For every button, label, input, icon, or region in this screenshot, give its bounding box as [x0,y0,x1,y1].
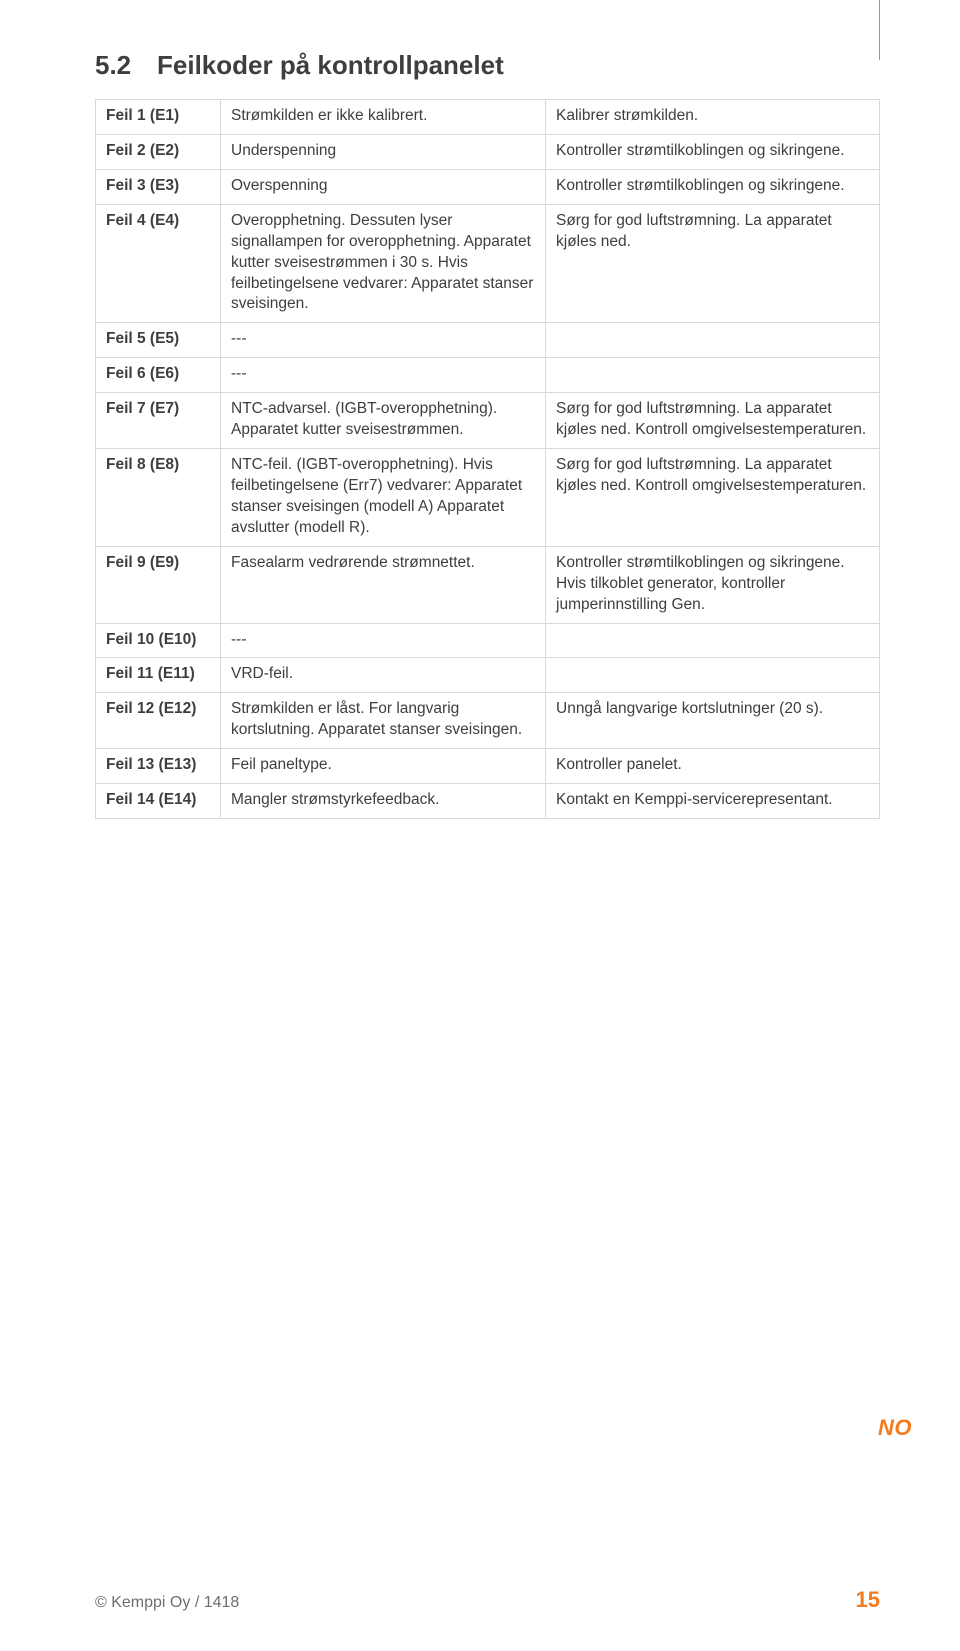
error-code: Feil 9 (E9) [96,546,221,623]
page-footer: © Kemppi Oy / 1418 15 [95,1587,880,1613]
error-description: VRD-feil. [221,658,546,693]
error-action: Sørg for god luftstrømning. La apparatet… [546,204,880,323]
error-description: Feil paneltype. [221,749,546,784]
error-code: Feil 7 (E7) [96,393,221,449]
table-row: Feil 5 (E5)--- [96,323,880,358]
table-row: Feil 13 (E13)Feil paneltype.Kontroller p… [96,749,880,784]
table-row: Feil 10 (E10)--- [96,623,880,658]
table-row: Feil 3 (E3)OverspenningKontroller strømt… [96,169,880,204]
language-tag: NO [878,1415,912,1441]
table-row: Feil 8 (E8)NTC-feil. (IGBT-overopphetnin… [96,449,880,547]
page-number: 15 [856,1587,880,1613]
section-number: 5.2 [95,50,139,81]
error-description: --- [221,623,546,658]
side-rule-accent [879,0,880,60]
error-action: Kalibrer strømkilden. [546,100,880,135]
page: 5.2 Feilkoder på kontrollpanelet Feil 1 … [0,0,960,1651]
table-row: Feil 2 (E2)UnderspenningKontroller strøm… [96,134,880,169]
table-row: Feil 6 (E6)--- [96,358,880,393]
error-code: Feil 14 (E14) [96,784,221,819]
error-action [546,323,880,358]
error-action: Kontroller strømtilkoblingen og sikringe… [546,169,880,204]
error-description: --- [221,358,546,393]
error-description: Overspenning [221,169,546,204]
error-code: Feil 10 (E10) [96,623,221,658]
error-code: Feil 2 (E2) [96,134,221,169]
error-action: Unngå langvarige kortslutninger (20 s). [546,693,880,749]
error-code: Feil 1 (E1) [96,100,221,135]
error-code: Feil 5 (E5) [96,323,221,358]
error-description: Overopphetning. Dessuten lyser signallam… [221,204,546,323]
error-action: Kontroller strømtilkoblingen og sikringe… [546,546,880,623]
error-action: Sørg for god luftstrømning. La apparatet… [546,449,880,547]
error-description: Fasealarm vedrørende strømnettet. [221,546,546,623]
table-row: Feil 14 (E14)Mangler strømstyrkefeedback… [96,784,880,819]
error-description: Mangler strømstyrkefeedback. [221,784,546,819]
error-description: --- [221,323,546,358]
error-code: Feil 8 (E8) [96,449,221,547]
table-row: Feil 11 (E11)VRD-feil. [96,658,880,693]
error-code: Feil 11 (E11) [96,658,221,693]
copyright-text: © Kemppi Oy / 1418 [95,1594,239,1612]
error-description: Strømkilden er ikke kalibrert. [221,100,546,135]
error-action: Kontroller panelet. [546,749,880,784]
table-row: Feil 1 (E1)Strømkilden er ikke kalibrert… [96,100,880,135]
table-row: Feil 9 (E9)Fasealarm vedrørende strømnet… [96,546,880,623]
error-action [546,658,880,693]
error-description: NTC-feil. (IGBT-overopphetning). Hvis fe… [221,449,546,547]
error-code: Feil 3 (E3) [96,169,221,204]
error-action: Sørg for god luftstrømning. La apparatet… [546,393,880,449]
error-description: Strømkilden er låst. For langvarig korts… [221,693,546,749]
section-title: Feilkoder på kontrollpanelet [157,50,504,81]
error-code: Feil 13 (E13) [96,749,221,784]
error-code-table: Feil 1 (E1)Strømkilden er ikke kalibrert… [95,99,880,819]
error-action [546,358,880,393]
error-description: Underspenning [221,134,546,169]
table-row: Feil 4 (E4)Overopphetning. Dessuten lyse… [96,204,880,323]
section-heading: 5.2 Feilkoder på kontrollpanelet [95,50,880,81]
error-code: Feil 6 (E6) [96,358,221,393]
error-code: Feil 12 (E12) [96,693,221,749]
error-action: Kontroller strømtilkoblingen og sikringe… [546,134,880,169]
table-row: Feil 12 (E12)Strømkilden er låst. For la… [96,693,880,749]
error-action: Kontakt en Kemppi-servicerepresentant. [546,784,880,819]
error-code: Feil 4 (E4) [96,204,221,323]
error-description: NTC-advarsel. (IGBT-overopphetning). App… [221,393,546,449]
error-action [546,623,880,658]
table-row: Feil 7 (E7)NTC-advarsel. (IGBT-overopphe… [96,393,880,449]
